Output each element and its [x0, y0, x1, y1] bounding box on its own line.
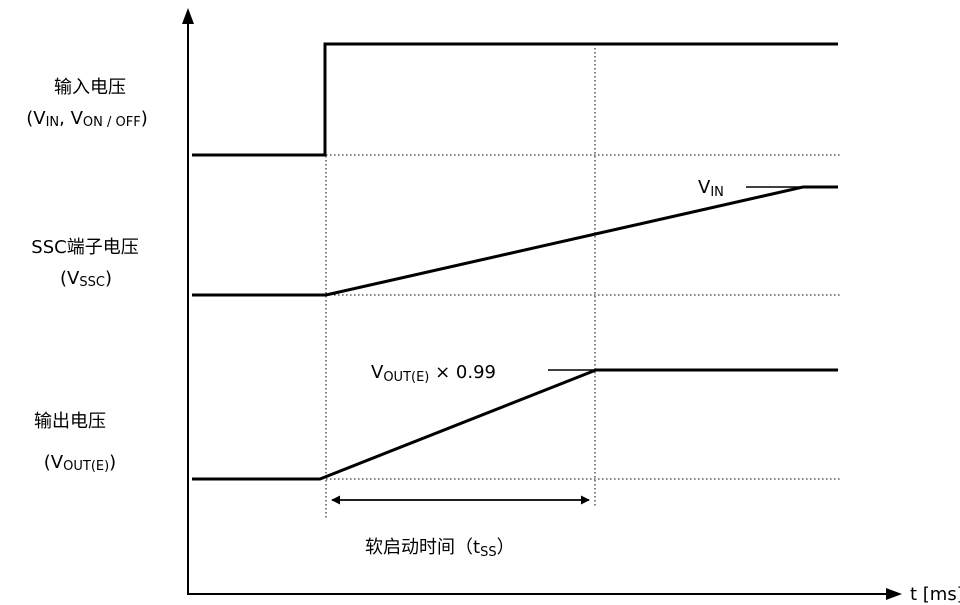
ssc-final-label: VIN — [698, 177, 724, 200]
input-voltage-label: 输入电压 (VIN, VON / OFF) — [26, 77, 148, 130]
ssc-final-annotation: VIN — [698, 177, 803, 200]
ssc-voltage-name: SSC端子电压 — [31, 237, 138, 258]
input-voltage-symbol: (VIN, VON / OFF) — [26, 108, 148, 130]
output-voltage-name: 输出电压 — [34, 411, 106, 432]
ssc-voltage-symbol: (VSSC) — [60, 268, 112, 290]
output-voltage-symbol: (VOUT(E)) — [44, 452, 116, 474]
x-axis-arrow-icon — [886, 588, 902, 600]
soft-start-label: 软启动时间（tSS） — [365, 537, 515, 560]
input-voltage-waveform — [192, 42, 838, 157]
guide-lines — [325, 44, 840, 520]
ssc-voltage-label: SSC端子电压 (VSSC) — [31, 237, 138, 290]
output-final-label: VOUT(E) × 0.99 — [371, 362, 496, 385]
output-final-annotation: VOUT(E) × 0.99 — [371, 362, 596, 385]
x-axis-label: t [ms] — [910, 584, 960, 605]
waveforms — [192, 42, 838, 481]
soft-start-dimension: 软启动时间（tSS） — [331, 495, 590, 560]
output-voltage-label: 输出电压 (VOUT(E)) — [34, 411, 116, 474]
axes: t [ms] — [182, 8, 960, 605]
output-voltage-waveform — [192, 368, 838, 481]
ssc-voltage-waveform — [192, 185, 838, 297]
y-axis-arrow-icon — [182, 8, 194, 24]
input-voltage-name: 输入电压 — [54, 77, 126, 98]
